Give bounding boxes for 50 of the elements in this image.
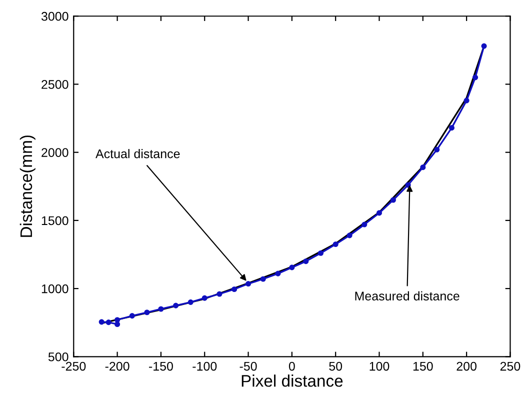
point bbox=[260, 276, 266, 282]
x-axis-title: Pixel distance bbox=[242, 374, 343, 387]
point bbox=[481, 43, 487, 49]
y-tick-label: 3000 bbox=[41, 12, 68, 21]
point bbox=[472, 74, 478, 80]
y-tick-label: 1000 bbox=[42, 284, 68, 294]
x-tick-label: -200 bbox=[105, 362, 130, 371]
y-tick-label: 2000 bbox=[42, 148, 68, 157]
x-tick-label: -150 bbox=[149, 362, 173, 371]
y-axis-title: Distance(mm) bbox=[20, 136, 36, 237]
point bbox=[98, 319, 104, 325]
x-tick-label: 200 bbox=[456, 362, 476, 371]
x-tick-label: 0 bbox=[288, 362, 295, 371]
x-tick-label: -100 bbox=[192, 362, 217, 371]
x-tick-label: 100 bbox=[370, 362, 390, 371]
annotation: Measured distance bbox=[355, 291, 460, 300]
point bbox=[390, 197, 396, 203]
point bbox=[420, 164, 426, 170]
x-tick-label: 250 bbox=[500, 362, 520, 371]
y-tick-label: 500 bbox=[48, 352, 68, 362]
point bbox=[245, 281, 252, 287]
annotation: Actual distance bbox=[96, 149, 180, 158]
point bbox=[106, 320, 112, 326]
point bbox=[202, 295, 208, 301]
point bbox=[173, 302, 179, 308]
x-tick-label: 150 bbox=[413, 362, 433, 371]
point bbox=[216, 291, 222, 297]
y-tick-label: 2500 bbox=[42, 80, 68, 89]
point bbox=[405, 182, 411, 188]
point bbox=[158, 306, 164, 312]
point bbox=[188, 299, 194, 305]
point bbox=[114, 317, 120, 323]
point bbox=[303, 258, 309, 264]
point bbox=[289, 264, 295, 270]
x-tick-label: -50 bbox=[240, 362, 257, 371]
x-tick-label: 50 bbox=[329, 362, 342, 371]
point bbox=[434, 146, 440, 152]
point bbox=[129, 313, 135, 319]
point bbox=[232, 286, 238, 292]
point bbox=[448, 125, 454, 131]
point bbox=[144, 310, 150, 316]
point bbox=[346, 232, 352, 238]
point bbox=[332, 242, 338, 248]
point bbox=[362, 222, 368, 228]
y-tick-label: 1500 bbox=[42, 216, 68, 226]
point bbox=[376, 210, 382, 216]
x-tick-label: -250 bbox=[62, 362, 86, 371]
point bbox=[275, 270, 281, 276]
point bbox=[318, 250, 324, 256]
point bbox=[464, 98, 470, 104]
